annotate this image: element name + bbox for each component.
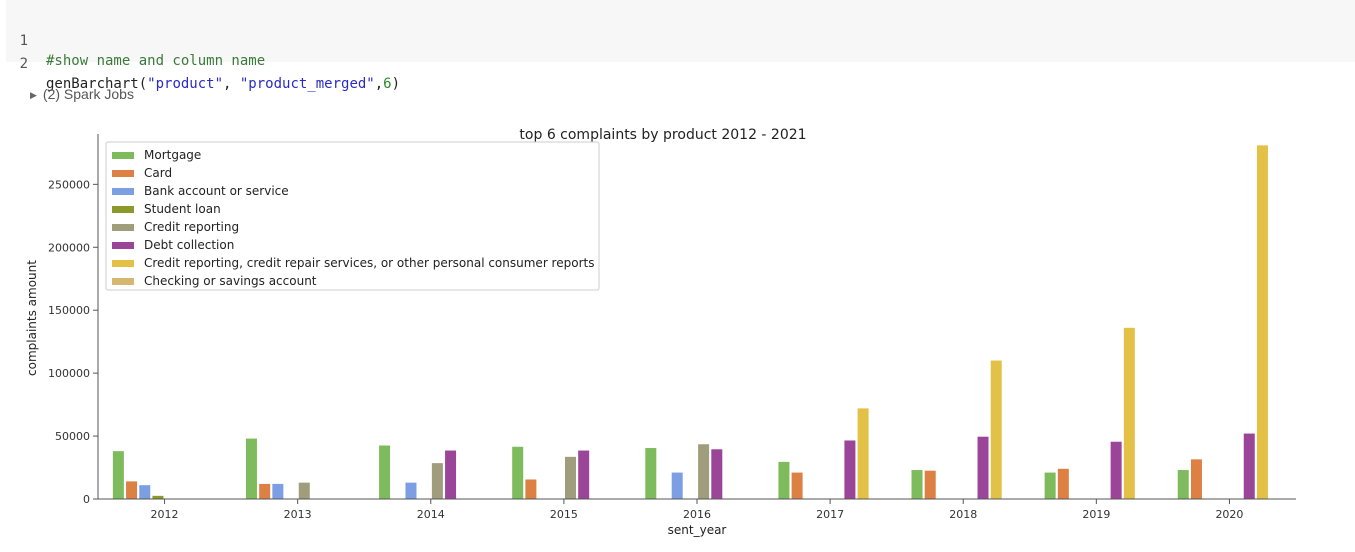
bar-2020-series-1 <box>1190 459 1202 499</box>
bar-2017-series-1 <box>791 472 803 499</box>
code-separator: , <box>223 76 240 92</box>
legend-swatch <box>112 260 134 267</box>
legend-swatch <box>112 152 134 159</box>
y-axis-label: complaints amount <box>25 260 39 376</box>
code-arg-string: "product" <box>147 76 224 92</box>
bar-2020-series-6 <box>1256 145 1268 500</box>
y-tick-label: 50000 <box>55 430 90 443</box>
legend-swatch <box>112 224 134 231</box>
bar-2015-series-4 <box>564 456 576 499</box>
code-open-paren: ( <box>138 76 148 92</box>
spark-jobs-label: (2) Spark Jobs <box>42 86 134 102</box>
bar-2017-series-6 <box>857 408 869 499</box>
x-tick-label: 2018 <box>949 508 977 521</box>
legend-swatch <box>112 170 134 177</box>
code-line-1: 1 #show name and column name <box>6 11 266 69</box>
x-axis-label: sent_year <box>668 523 727 537</box>
bar-2020-series-0 <box>1177 470 1189 499</box>
bar-2019-series-6 <box>1123 327 1135 499</box>
x-tick-label: 2012 <box>151 508 179 521</box>
y-axis: 0 50000 100000 150000 200000 250000 <box>48 178 98 506</box>
legend-label: Debt collection <box>144 238 234 252</box>
chart-title: top 6 complaints by product 2012 - 2021 <box>519 127 806 143</box>
bar-2016-series-2 <box>671 472 683 499</box>
legend-label: Student loan <box>144 202 221 216</box>
legend: Mortgage Card Bank account or service Stude… <box>105 141 600 291</box>
bar-2012-series-1 <box>126 481 138 499</box>
bar-2018-series-1 <box>924 470 936 499</box>
y-tick-label: 250000 <box>48 178 90 191</box>
x-tick-label: 2015 <box>550 508 578 521</box>
legend-swatch <box>112 242 134 249</box>
legend-label: Mortgage <box>144 148 201 162</box>
bar-2014-series-4 <box>431 463 443 499</box>
bar-2014-series-0 <box>379 445 391 499</box>
bar-2018-series-6 <box>990 360 1002 499</box>
x-axis: 2012 2013 2014 2015 2016 2017 2018 2019 2020 <box>151 499 1243 521</box>
x-tick-label: 2016 <box>683 508 711 521</box>
bar-2012-series-0 <box>112 451 124 499</box>
bar-2019-series-5 <box>1110 441 1122 499</box>
spark-jobs-toggle[interactable]: ▶ (2) Spark Jobs <box>30 86 134 102</box>
bar-2013-series-4 <box>298 482 310 499</box>
bar-2012-series-3 <box>152 495 164 499</box>
code-arg-number: 6 <box>383 76 392 92</box>
x-tick-label: 2019 <box>1082 508 1110 521</box>
bar-2013-series-0 <box>245 438 257 499</box>
bar-2014-series-5 <box>445 450 457 499</box>
x-tick-label: 2017 <box>816 508 844 521</box>
bar-2015-series-0 <box>512 446 524 499</box>
bar-2019-series-1 <box>1057 468 1069 499</box>
bar-2017-series-5 <box>844 440 856 499</box>
bar-2013-series-1 <box>259 483 271 499</box>
bar-2016-series-0 <box>645 448 657 499</box>
code-separator: , <box>374 76 384 92</box>
bar-2018-series-0 <box>911 470 923 499</box>
code-cell[interactable]: 1 #show name and column name 2 genBarcha… <box>6 0 1355 92</box>
bar-2015-series-1 <box>525 479 537 499</box>
bar-2016-series-4 <box>698 444 710 499</box>
code-function-name: genBarchart <box>46 76 139 92</box>
x-tick-label: 2014 <box>417 508 445 521</box>
x-tick-label: 2020 <box>1215 508 1243 521</box>
code-line-2: 2 genBarchart("product", "product_merged… <box>6 34 400 92</box>
y-tick-label: 100000 <box>48 367 90 380</box>
legend-swatch <box>112 278 134 285</box>
code-arg-string: "product_merged" <box>239 76 375 92</box>
bar-2013-series-2 <box>272 483 284 499</box>
bar-2012-series-2 <box>139 485 151 499</box>
legend-label: Credit reporting <box>144 220 239 234</box>
bar-2018-series-5 <box>977 436 989 499</box>
line-number: 2 <box>19 56 28 72</box>
legend-label: Bank account or service <box>144 184 289 198</box>
bar-2017-series-0 <box>778 461 790 499</box>
bar-2020-series-5 <box>1243 433 1255 499</box>
legend-label: Credit reporting, credit repair services… <box>144 256 594 270</box>
bar-2019-series-0 <box>1044 472 1056 499</box>
legend-swatch <box>112 188 134 195</box>
line-number: 1 <box>19 33 28 49</box>
legend-swatch <box>112 206 134 213</box>
legend-label: Checking or savings account <box>144 274 317 288</box>
bar-2015-series-5 <box>578 450 590 499</box>
bars <box>112 145 1268 500</box>
y-tick-label: 200000 <box>48 241 90 254</box>
bar-2014-series-2 <box>405 482 417 499</box>
legend-label: Card <box>144 166 172 180</box>
code-close-paren: ) <box>391 76 401 92</box>
legend-box <box>105 141 600 291</box>
code-comment: #show name and column name <box>46 53 266 69</box>
expand-triangle-icon: ▶ <box>30 90 37 100</box>
y-tick-label: 150000 <box>48 304 90 317</box>
x-tick-label: 2013 <box>284 508 312 521</box>
y-tick-label: 0 <box>83 493 90 506</box>
bar-2016-series-5 <box>711 449 723 499</box>
